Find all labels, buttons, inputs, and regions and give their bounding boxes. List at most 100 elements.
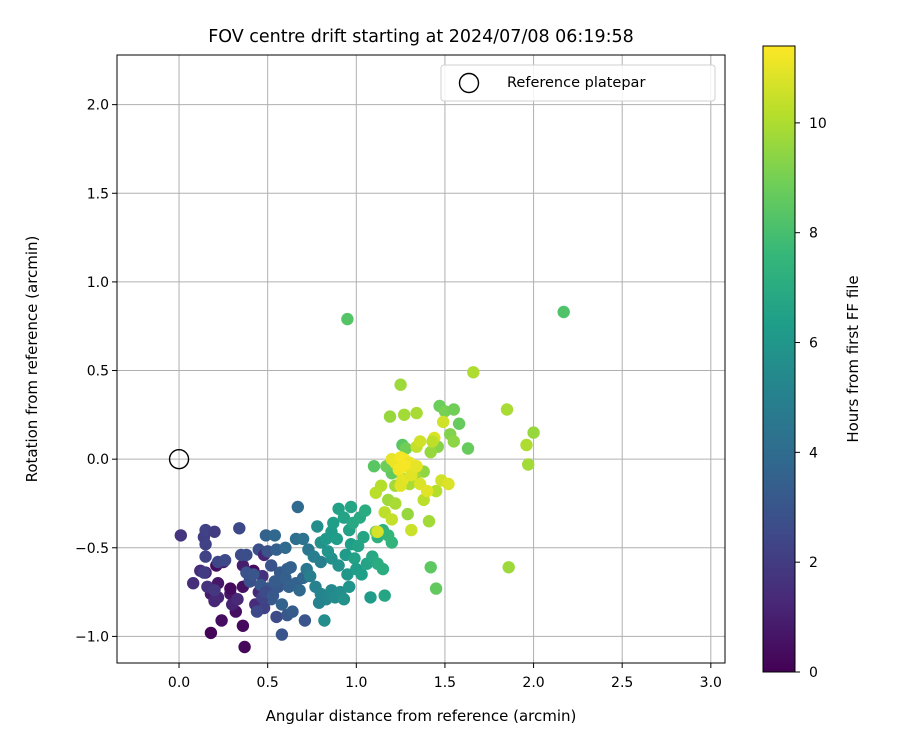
data-point [275, 598, 289, 611]
data-point [344, 500, 358, 514]
data-point [275, 628, 289, 641]
data-point [238, 640, 251, 654]
data-point [279, 541, 292, 554]
data-point [410, 460, 423, 473]
data-point [405, 468, 418, 482]
legend-label: Reference platepar [507, 75, 645, 91]
data-point [268, 529, 281, 542]
data-point [429, 484, 443, 498]
axes-frame [116, 54, 726, 664]
y-tick-label: 0.0 [87, 452, 109, 468]
data-point [341, 568, 354, 581]
data-point [351, 539, 365, 553]
data-point [330, 532, 343, 546]
data-point [371, 525, 384, 538]
data-point [385, 513, 398, 526]
data-point [327, 516, 340, 530]
data-point [208, 525, 221, 538]
data-point [401, 507, 414, 521]
data-point [383, 410, 397, 423]
data-point [522, 458, 535, 471]
legend-marker-circle [458, 72, 480, 94]
x-tick-label: 2.5 [611, 675, 633, 691]
data-point [426, 435, 439, 448]
data-point [364, 591, 377, 604]
y-tick-label: 1.5 [87, 186, 109, 202]
data-point [204, 626, 218, 640]
data-point [233, 522, 246, 535]
colorbar-tick-label: 4 [809, 445, 818, 461]
data-point [442, 477, 455, 491]
colorbar [762, 45, 796, 673]
data-point [447, 403, 460, 416]
data-point [378, 589, 391, 602]
data-point [199, 550, 212, 563]
data-point [265, 559, 278, 572]
data-point [527, 426, 540, 439]
data-point [422, 515, 436, 528]
data-point [382, 529, 395, 542]
data-point [557, 305, 570, 319]
colorbar-label: Hours from first FF file [844, 275, 862, 442]
data-point [298, 614, 312, 627]
legend-box [440, 64, 716, 102]
data-point [312, 596, 326, 609]
data-point [398, 408, 411, 421]
colorbar-tick-label: 8 [809, 226, 818, 242]
data-point [343, 580, 356, 593]
data-point [286, 605, 299, 618]
colorbar-tick-label: 2 [809, 555, 818, 571]
data-point [318, 614, 331, 627]
x-tick-label: 1.5 [434, 675, 456, 691]
data-point [266, 589, 280, 602]
x-tick-label: 2.0 [522, 675, 544, 691]
data-point [424, 561, 437, 574]
x-tick-label: 0.5 [257, 675, 279, 691]
data-point [502, 561, 515, 574]
data-point [424, 445, 437, 459]
data-point [394, 378, 407, 391]
data-point [337, 511, 351, 524]
colorbar-tick-label: 0 [809, 665, 818, 681]
data-point [467, 366, 480, 379]
grid-layer [117, 55, 725, 663]
data-point [247, 568, 260, 581]
y-axis-label: Rotation from reference (arcmin) [23, 236, 41, 483]
data-point [341, 312, 354, 326]
data-point [421, 484, 434, 498]
x-axis-label: Angular distance from reference (arcmin) [266, 707, 577, 725]
data-point [199, 538, 212, 551]
data-point [259, 529, 273, 542]
data-point [236, 619, 250, 632]
data-point [389, 497, 402, 510]
data-point [399, 460, 413, 473]
data-point [224, 582, 237, 595]
data-point [376, 562, 390, 576]
y-tick-label: 0.5 [87, 364, 109, 380]
data-point [447, 435, 460, 448]
data-point [359, 504, 372, 517]
data-point [304, 569, 317, 583]
legend: Reference platepar [440, 64, 716, 102]
data-point [369, 486, 382, 499]
y-tick-label: −1.0 [75, 629, 109, 645]
data-point [461, 442, 475, 455]
data-point [268, 575, 281, 588]
data-point [452, 417, 466, 430]
data-point [208, 584, 221, 597]
colorbar-tick-label: 6 [809, 336, 818, 352]
data-point [218, 554, 232, 567]
data-point [174, 529, 187, 542]
points-layer [174, 305, 570, 654]
data-point [291, 500, 304, 514]
data-point [270, 610, 283, 624]
data-point [284, 561, 297, 574]
data-point [197, 566, 211, 579]
reference-platepar-marker [168, 448, 190, 470]
data-point [293, 584, 306, 597]
colorbar-tick-label: 10 [809, 116, 827, 132]
data-point [500, 403, 514, 416]
data-point [337, 593, 351, 606]
data-point [405, 523, 418, 537]
